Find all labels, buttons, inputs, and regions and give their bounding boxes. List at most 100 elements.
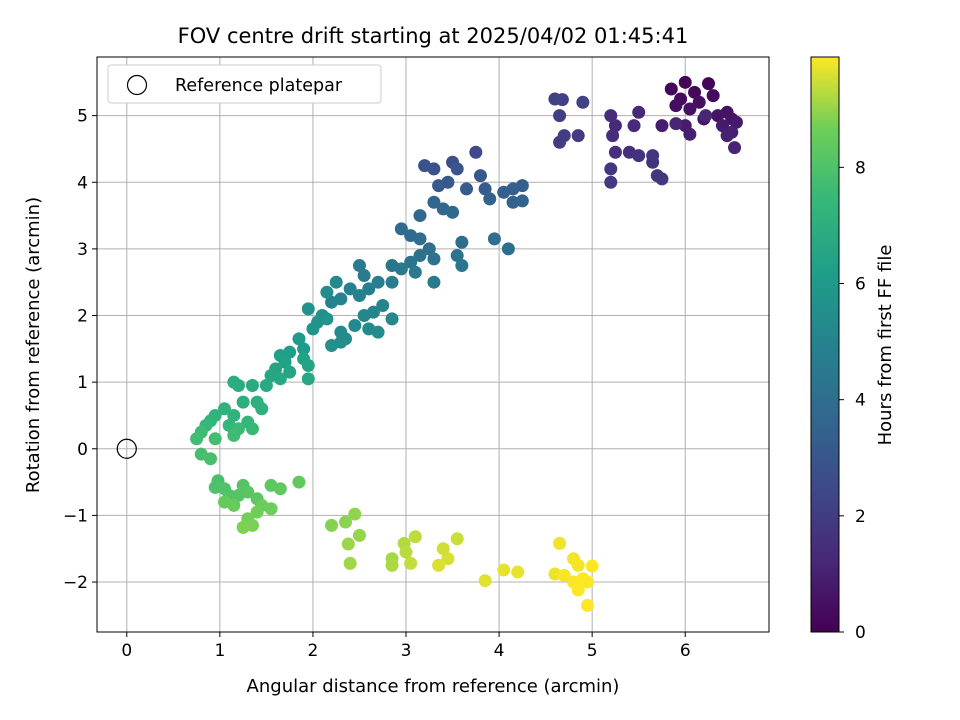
y-tick-label: 3 — [77, 240, 88, 260]
data-point — [604, 175, 618, 189]
data-point — [511, 565, 525, 579]
chart-title: FOV centre drift starting at 2025/04/02 … — [178, 24, 689, 48]
data-point — [469, 145, 483, 159]
data-point — [632, 149, 646, 163]
data-point — [385, 558, 399, 572]
data-point — [515, 194, 529, 208]
data-point — [728, 141, 742, 155]
data-point — [306, 322, 320, 336]
data-point — [702, 77, 716, 91]
x-tick-label: 1 — [214, 641, 225, 661]
data-point — [357, 269, 371, 283]
y-tick-label: 5 — [77, 107, 88, 127]
data-point — [729, 115, 743, 129]
data-point — [553, 536, 567, 550]
data-point — [245, 422, 259, 436]
data-point — [608, 119, 622, 133]
data-point — [394, 262, 408, 276]
colorbar-tick-label: 6 — [855, 275, 866, 295]
data-point — [655, 119, 669, 133]
data-point — [664, 82, 678, 96]
colorbar-ticks: 0 2 4 6 8 — [839, 158, 866, 643]
data-point — [408, 265, 422, 279]
data-point — [483, 192, 497, 206]
data-point — [678, 75, 692, 89]
data-point — [320, 285, 334, 299]
data-point — [352, 528, 366, 542]
x-tick-label: 6 — [680, 641, 691, 661]
data-point — [553, 109, 567, 123]
data-point — [190, 432, 204, 446]
data-point — [325, 518, 339, 532]
data-point — [450, 249, 464, 263]
data-point — [585, 559, 599, 573]
grid-lines — [97, 57, 769, 632]
data-point — [478, 182, 492, 196]
data-point — [413, 209, 427, 223]
data-point — [655, 172, 669, 186]
data-point — [348, 507, 362, 521]
data-point — [427, 252, 441, 266]
colorbar-label: Hours from first FF file — [875, 245, 896, 446]
data-point — [227, 428, 241, 442]
x-axis-ticks: 0 1 2 3 4 5 6 — [121, 632, 691, 661]
data-point — [627, 119, 641, 133]
data-point — [501, 242, 515, 256]
data-point — [646, 155, 660, 169]
data-point — [352, 289, 366, 303]
data-point — [352, 259, 366, 273]
data-point — [571, 583, 585, 597]
data-point — [455, 235, 469, 249]
data-point — [576, 95, 590, 109]
y-axis-ticks: −2 −1 0 1 2 3 4 5 — [63, 107, 97, 593]
data-point — [236, 395, 250, 409]
data-point — [325, 338, 339, 352]
data-point — [683, 127, 697, 141]
data-point — [218, 402, 232, 416]
data-point — [408, 530, 422, 544]
plot-frame — [96, 56, 770, 633]
data-point — [497, 185, 511, 199]
y-tick-label: −1 — [63, 506, 88, 526]
data-point — [259, 378, 273, 392]
data-point — [301, 372, 315, 386]
data-point — [432, 179, 446, 193]
data-point — [446, 205, 460, 219]
data-point — [320, 312, 334, 326]
data-point — [413, 249, 427, 263]
colorbar-tick-label: 2 — [855, 507, 866, 527]
data-point — [241, 485, 255, 499]
data-point — [427, 195, 441, 209]
y-tick-label: −2 — [63, 573, 88, 593]
y-tick-label: 1 — [77, 373, 88, 393]
y-axis-label: Rotation from reference (arcmin) — [23, 197, 44, 493]
data-point — [669, 99, 683, 113]
colorbar-tick-label: 8 — [855, 158, 866, 178]
x-tick-label: 2 — [308, 641, 319, 661]
data-point — [487, 232, 501, 246]
data-point — [632, 105, 646, 119]
data-point — [385, 312, 399, 326]
data-point — [571, 558, 585, 572]
data-point — [301, 358, 315, 372]
data-point — [422, 242, 436, 256]
data-point — [325, 295, 339, 309]
data-point — [371, 325, 385, 339]
data-points — [116, 75, 743, 612]
legend-marker-icon — [126, 74, 148, 96]
data-point — [497, 563, 511, 577]
data-point — [245, 378, 259, 392]
data-point — [399, 545, 413, 559]
data-point — [348, 319, 362, 333]
data-point — [473, 169, 487, 183]
data-point — [688, 85, 702, 99]
data-point — [581, 598, 595, 612]
data-point — [255, 402, 269, 416]
data-point — [441, 552, 455, 566]
data-point — [413, 232, 427, 246]
data-point — [329, 275, 343, 289]
data-point — [283, 365, 297, 379]
data-point — [606, 129, 620, 143]
data-point — [343, 556, 357, 570]
